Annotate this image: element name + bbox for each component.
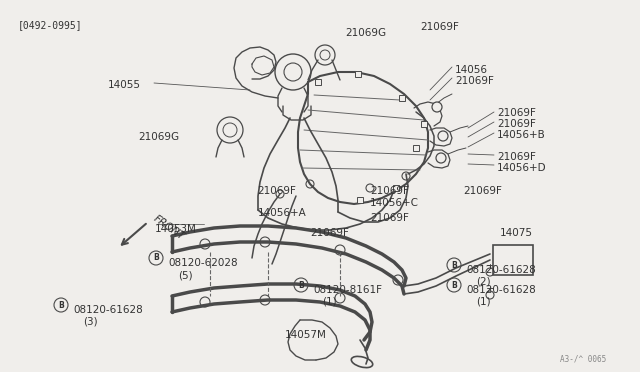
Bar — [393, 185, 399, 191]
Bar — [315, 79, 321, 85]
Text: 14056+C: 14056+C — [370, 198, 419, 208]
Text: (2): (2) — [476, 276, 491, 286]
Text: (5): (5) — [178, 270, 193, 280]
Text: FRONT: FRONT — [152, 214, 187, 242]
Circle shape — [438, 131, 448, 141]
Text: 14056+B: 14056+B — [497, 130, 546, 140]
Text: B: B — [451, 280, 457, 289]
Text: B: B — [298, 280, 304, 289]
Text: 21069G: 21069G — [138, 132, 179, 142]
Text: 21069F: 21069F — [497, 119, 536, 129]
Text: 21069F: 21069F — [455, 76, 494, 86]
Text: 21069F: 21069F — [370, 186, 409, 196]
Text: 14075: 14075 — [500, 228, 533, 238]
Text: 14056+A: 14056+A — [258, 208, 307, 218]
Text: 21069F: 21069F — [420, 22, 459, 32]
Text: 21069F: 21069F — [463, 186, 502, 196]
Text: 14056+D: 14056+D — [497, 163, 547, 173]
Text: B: B — [58, 301, 64, 310]
Text: 21069F: 21069F — [370, 213, 409, 223]
Bar — [421, 121, 427, 127]
Text: B: B — [451, 260, 457, 269]
Bar — [399, 95, 405, 101]
Text: 08120-8161F: 08120-8161F — [313, 285, 382, 295]
Text: 14056: 14056 — [455, 65, 488, 75]
Text: 21069G: 21069G — [345, 28, 386, 38]
Text: 08120-61628: 08120-61628 — [466, 285, 536, 295]
Text: A3-/^ 0065: A3-/^ 0065 — [560, 355, 606, 364]
Text: 08120-62028: 08120-62028 — [168, 258, 237, 268]
Text: 14057M: 14057M — [285, 330, 327, 340]
Bar — [413, 145, 419, 151]
Text: 21069F: 21069F — [257, 186, 296, 196]
Bar — [493, 245, 533, 275]
Circle shape — [436, 153, 446, 163]
Text: B: B — [153, 253, 159, 263]
Text: 14055: 14055 — [108, 80, 141, 90]
Text: 21069F: 21069F — [497, 108, 536, 118]
Text: [0492-0995]: [0492-0995] — [18, 20, 83, 30]
Text: (1): (1) — [476, 296, 491, 306]
Text: 21069F: 21069F — [310, 228, 349, 238]
Text: 08120-61628: 08120-61628 — [73, 305, 143, 315]
Text: 08120-61628: 08120-61628 — [466, 265, 536, 275]
Bar — [357, 197, 363, 203]
Circle shape — [432, 102, 442, 112]
Text: 21069F: 21069F — [497, 152, 536, 162]
Text: (1): (1) — [322, 296, 337, 306]
Text: (3): (3) — [83, 316, 98, 326]
Bar — [355, 71, 361, 77]
Text: 14053M: 14053M — [155, 224, 197, 234]
